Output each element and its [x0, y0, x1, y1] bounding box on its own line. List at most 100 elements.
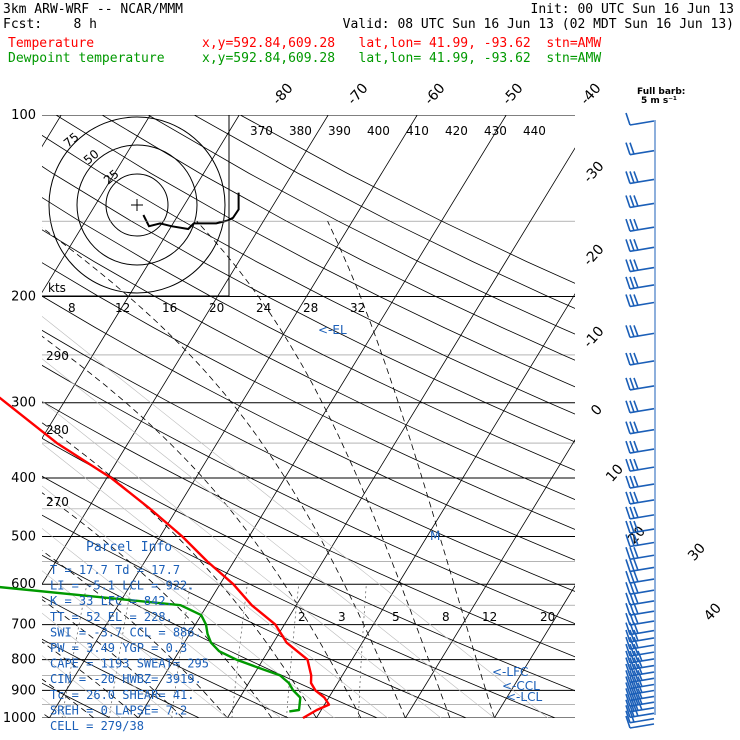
dry-adiabat-line	[42, 364, 575, 625]
wind-barb-shaft	[629, 723, 655, 729]
wind-barb-flag	[625, 602, 631, 616]
wind-barb-flag	[637, 670, 643, 681]
wind-barb-flag	[633, 650, 639, 663]
wind-barb-flag	[633, 294, 639, 306]
wind-barb-flag	[625, 534, 631, 547]
wind-barb-flag	[625, 693, 631, 707]
wind-barb-flag	[625, 670, 631, 683]
wind-barb-flag	[629, 218, 635, 231]
dry-adiabat-line	[42, 329, 575, 592]
wind-barb-flag	[633, 259, 639, 271]
wind-barb	[625, 142, 655, 156]
pressure-tick-label: 500	[11, 529, 36, 544]
wind-barb-flag	[629, 276, 635, 289]
wind-barb-flag	[633, 440, 639, 453]
wind-barb	[625, 239, 655, 253]
mixing-ratio-lower-label: 12	[482, 610, 497, 624]
wind-barb-flag	[633, 171, 639, 183]
wind-barb	[625, 570, 655, 584]
theta-label: 410	[406, 124, 429, 138]
wind-barb	[625, 400, 655, 414]
wind-barb-flag	[625, 715, 631, 729]
wind-barb-flag	[625, 377, 631, 391]
wind-barb-flag	[625, 294, 631, 307]
theta-label: 440	[523, 124, 546, 138]
isotherm-tick-label: -50	[499, 80, 526, 108]
theta-e-label: 270	[46, 495, 69, 509]
wind-barb-flag	[633, 239, 639, 251]
wind-barb-flag	[625, 622, 631, 635]
isotherm-tick-label: 10	[603, 461, 627, 485]
parcel-info-row: T = 17.7 Td = 17.7	[50, 563, 180, 577]
wind-barb-flag	[629, 581, 635, 594]
wind-barb	[625, 195, 655, 209]
wind-barb-flag	[633, 657, 639, 669]
wind-barb-flag	[629, 643, 635, 656]
wind-barb-flag	[625, 629, 631, 643]
wind-barb-flag	[629, 491, 635, 504]
dry-adiabat-line	[42, 295, 575, 561]
hodograph-ring-label: 75	[61, 130, 82, 151]
hodograph-ring-label: 50	[81, 147, 102, 168]
wind-barb	[625, 171, 655, 185]
model-title: 3km ARW-WRF -- NCAR/MMM	[3, 2, 184, 17]
wind-barb	[625, 218, 655, 232]
pressure-tick-label: 1000	[3, 711, 36, 726]
dry-adiabat-line	[240, 115, 575, 284]
wind-barb-flag	[625, 581, 631, 595]
dry-adiabat-line	[101, 115, 575, 361]
theta-label: 370	[250, 124, 273, 138]
parcel-info-row: PW = 3.49 YGP = 0.3	[50, 641, 187, 655]
isotherm-line	[494, 585, 575, 718]
wind-barb-flag	[625, 699, 631, 713]
theta-e-line	[42, 315, 548, 718]
pressure-tick-label: 900	[11, 683, 36, 698]
wind-barb	[625, 506, 655, 520]
wind-barb-flag	[629, 650, 635, 663]
dry-adiabat-line	[147, 115, 575, 335]
wind-barb	[625, 421, 655, 435]
theta-e-label: 290	[46, 349, 69, 363]
isotherm-tick-label: 30	[685, 540, 709, 564]
wind-barb	[625, 475, 655, 489]
wind-barb-flag	[625, 325, 631, 338]
wind-barb-flag	[629, 546, 635, 559]
wind-barb-flag	[625, 657, 631, 670]
wind-barb-flag	[629, 400, 635, 413]
isotherm-line	[583, 115, 740, 718]
lcl-marker: <-LCL	[506, 690, 542, 704]
hodograph-ring-label: 25	[101, 167, 122, 188]
wind-barb	[625, 657, 655, 671]
isotherm-tick-label: -20	[580, 241, 607, 269]
wind-barb-flag	[633, 592, 639, 604]
isotherm-line	[138, 115, 507, 718]
wind-barb-flag	[629, 239, 635, 252]
wind-barb-flag	[637, 657, 643, 669]
wind-barb	[625, 112, 655, 126]
parcel-info-row: CIN = -20 HWBZ= 3919.	[50, 672, 202, 686]
mixing-ratio-label: 24	[256, 301, 271, 315]
wind-barb	[625, 534, 655, 548]
pressure-tick-label: 400	[11, 471, 36, 486]
wind-barb-flag	[625, 682, 631, 695]
mixing-ratio-line	[231, 584, 248, 718]
wind-barb-flag	[629, 440, 635, 453]
wind-barb-flag	[637, 676, 643, 687]
parcel-info-row: CAPE = 1193 SWEAT= 295	[50, 657, 209, 671]
wind-barb-flag	[625, 710, 631, 723]
dry-adiabat-line	[42, 514, 467, 718]
parcel-info-row: CELL = 279/38	[50, 719, 144, 733]
wind-barb-flag	[625, 520, 631, 534]
parcel-info-row: LI = -5.1 LCL = 922.	[50, 579, 195, 593]
wind-barb-flag	[633, 352, 639, 365]
wind-barb-flag	[633, 636, 639, 649]
wind-barb	[625, 491, 655, 505]
isotherm-tick-label: 0	[588, 402, 606, 419]
moist-adiabat-line	[42, 335, 362, 718]
dry-adiabat-line	[42, 197, 575, 471]
theta-e-line	[42, 528, 281, 718]
wind-barb-flag	[633, 629, 639, 642]
dry-adiabat-line	[42, 262, 575, 530]
wind-barb	[625, 276, 655, 290]
mixing-ratio-lower-label: 3	[338, 610, 346, 624]
